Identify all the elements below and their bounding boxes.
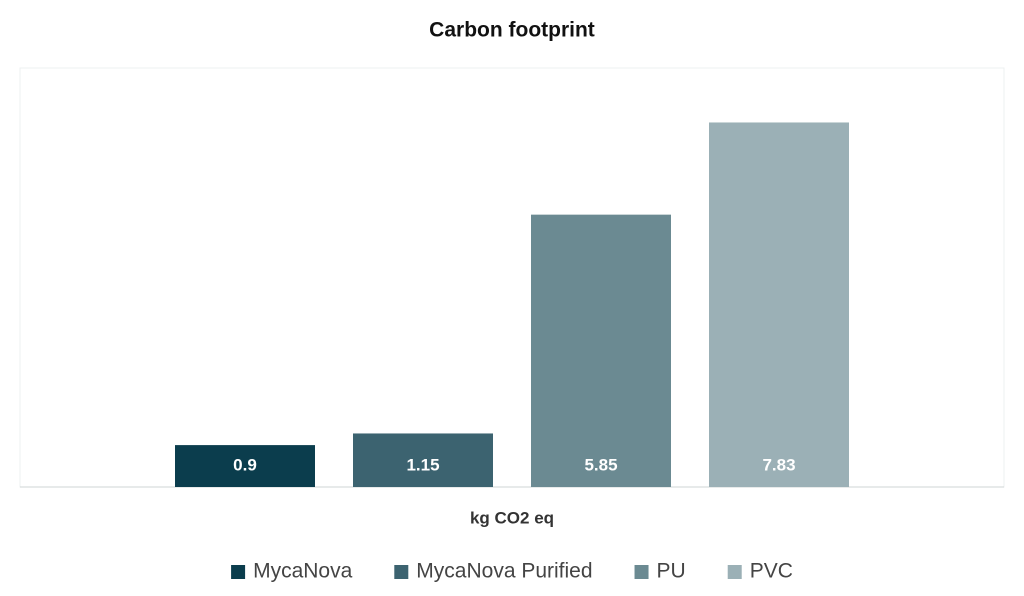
legend-label: MycaNova Purified: [416, 560, 592, 583]
legend-swatch: [727, 565, 742, 579]
legend-swatch: [231, 565, 246, 579]
bar: [709, 122, 849, 487]
chart-title: Carbon footprint: [429, 19, 595, 42]
value-label: 0.9: [233, 455, 257, 474]
legend-swatch: [394, 565, 409, 579]
value-label: 1.15: [406, 455, 439, 474]
bar: [531, 214, 671, 487]
value-label: 7.83: [762, 455, 795, 474]
x-tick-label: kg CO2 eq: [470, 508, 554, 527]
legend-label: MycaNova: [253, 560, 353, 583]
value-label: 5.85: [584, 455, 617, 474]
legend-label: PVC: [750, 560, 793, 583]
bar: [353, 433, 493, 487]
legend-label: PU: [657, 560, 686, 583]
plot-area: [19, 67, 1005, 488]
bar: [175, 445, 315, 487]
legend-swatch: [634, 565, 649, 579]
